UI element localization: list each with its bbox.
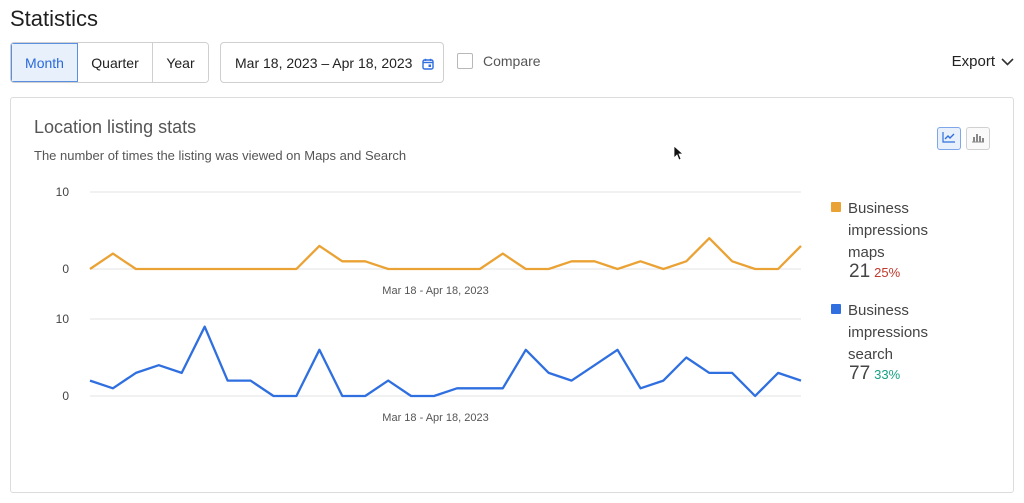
compare-label: Compare (483, 53, 541, 69)
legend-change: 33% (874, 367, 901, 382)
export-button[interactable]: Export (952, 53, 1014, 70)
tab-quarter[interactable]: Quarter (78, 43, 153, 82)
y-tick-label: 10 (56, 312, 70, 326)
charts-canvas: 0 10 Mar 18 - Apr 18, 2023 0 10 Mar 18 - Apr … (56, 185, 802, 424)
page-title: Statistics (10, 6, 99, 31)
card-subtitle: The number of times the listing was view… (34, 148, 407, 163)
bar-chart-icon (971, 130, 985, 148)
export-label: Export (951, 53, 995, 70)
mouse-cursor-icon (673, 145, 685, 166)
bar-view-toggle[interactable] (966, 127, 990, 150)
date-range-picker[interactable]: Mar 18, 2023 – Apr 18, 2023 (220, 42, 444, 83)
chevron-down-icon (1001, 53, 1014, 70)
stats-card: Location listing stats The number of tim… (10, 97, 1014, 493)
compare-checkbox[interactable] (457, 53, 473, 69)
legend-swatch-search (831, 304, 841, 314)
y-tick-label: 10 (56, 185, 70, 199)
y-tick-label: 0 (62, 262, 69, 276)
line-chart-icon (942, 130, 956, 148)
series-line (89, 325, 802, 398)
y-tick-label: 0 (62, 389, 69, 403)
legend-name-search: Business impressions search (848, 302, 929, 363)
legend-total-search: 77 33% (849, 363, 900, 386)
legend-total-value: 77 (849, 363, 871, 384)
card-title: Location listing stats (34, 117, 197, 137)
legend-swatch-maps (831, 202, 841, 212)
compare-toggle[interactable]: Compare (457, 53, 541, 69)
legend-total-value: 21 (849, 261, 871, 282)
x-axis-label: Mar 18 - Apr 18, 2023 (382, 412, 488, 424)
legend-name-maps: Business impressions maps (848, 200, 929, 261)
legend-total-maps: 21 25% (849, 261, 900, 284)
legend-change: 25% (874, 265, 901, 280)
series-line (89, 237, 802, 271)
period-selector: Month Quarter Year (10, 42, 209, 83)
date-range-text: Mar 18, 2023 – Apr 18, 2023 (235, 54, 413, 71)
calendar-icon (422, 57, 435, 70)
tab-month[interactable]: Month (11, 43, 78, 82)
line-view-toggle[interactable] (937, 127, 961, 150)
x-axis-label: Mar 18 - Apr 18, 2023 (382, 285, 488, 297)
tab-year[interactable]: Year (153, 43, 208, 82)
